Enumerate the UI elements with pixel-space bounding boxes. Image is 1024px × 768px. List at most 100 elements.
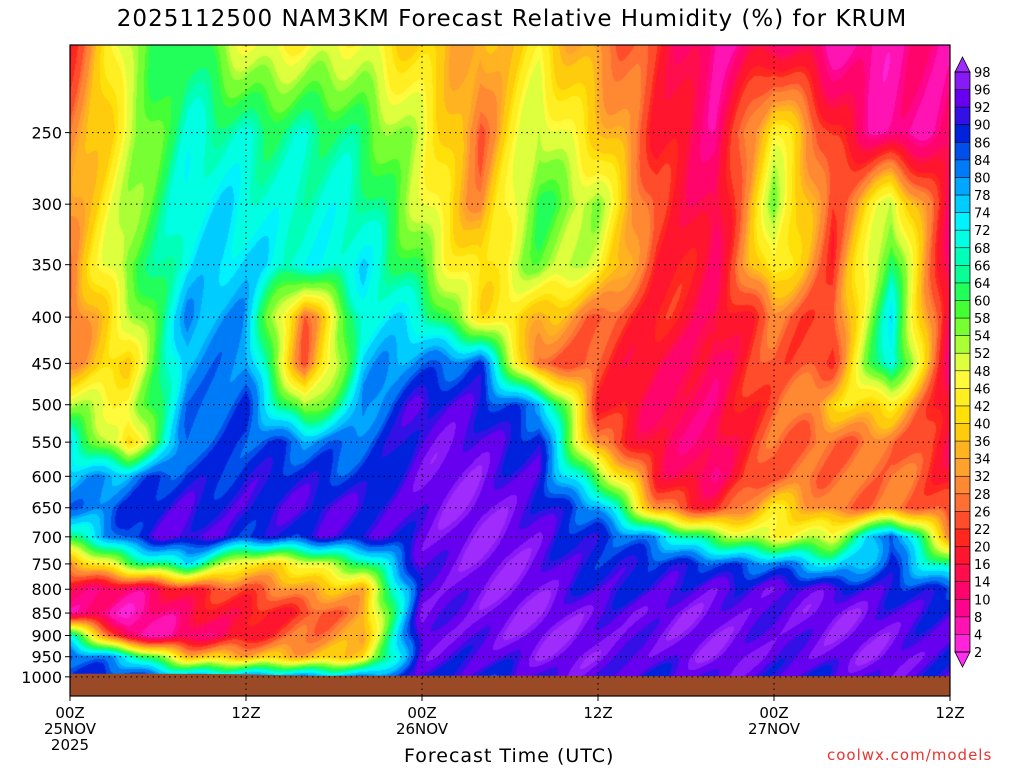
y-axis: 250 300 350 400 450 500 550 600 650 700 750 800 850 9… (21, 124, 70, 687)
colorbar-segment (955, 212, 970, 231)
x-tick-label: 26NOV (396, 720, 449, 738)
y-tick-label: 900 (31, 626, 62, 645)
colorbar-label: 96 (974, 84, 991, 99)
y-tick-label: 500 (31, 396, 62, 415)
colorbar-label: 52 (974, 347, 991, 362)
colorbar-label: 32 (974, 470, 991, 485)
colorbar-segment (955, 441, 970, 459)
colorbar-segment (955, 159, 970, 178)
y-tick-label: 550 (31, 433, 62, 452)
colorbar-segment (955, 230, 970, 249)
colorbar-label: 22 (974, 523, 991, 538)
y-tick-label: 750 (31, 555, 62, 574)
colorbar-label: 36 (974, 435, 991, 450)
colorbar-max-arrow (954, 56, 971, 73)
rh-heatmap (70, 45, 950, 696)
colorbar-label: 20 (974, 541, 991, 556)
colorbar-segment (955, 388, 970, 407)
colorbar-label: 8 (974, 611, 982, 626)
colorbar-label: 46 (974, 382, 991, 397)
colorbar-segment (955, 581, 970, 600)
colorbar-segment (955, 72, 970, 90)
y-tick-label: 600 (31, 467, 62, 486)
colorbar-label: 74 (974, 207, 991, 222)
colorbar-segment (955, 634, 970, 653)
colorbar-label: 78 (974, 189, 991, 204)
x-tick-label: 00Z (55, 704, 84, 722)
colorbar-label: 48 (974, 365, 991, 380)
y-tick-label: 1000 (21, 668, 62, 687)
colorbar-label: 60 (974, 294, 991, 309)
y-tick-label: 450 (31, 354, 62, 373)
colorbar-label: 4 (974, 628, 982, 643)
y-tick-label: 950 (31, 648, 62, 667)
y-tick-label: 650 (31, 499, 62, 518)
plot-frame (69, 44, 951, 697)
colorbar-label: 66 (974, 259, 991, 274)
colorbar-segment (955, 89, 970, 108)
y-tick-label: 350 (31, 256, 62, 275)
surface-ground (70, 673, 950, 696)
y-tick-label: 300 (31, 195, 62, 214)
colorbar-segment (955, 599, 970, 618)
colorbar-label: 64 (974, 277, 991, 292)
colorbar-segment (955, 300, 970, 319)
colorbar-label: 98 (974, 66, 991, 81)
x-tick-label: 00Z (407, 704, 436, 722)
x-tick-label: 12Z (231, 704, 260, 722)
x-axis-title: Forecast Time (UTC) (404, 745, 615, 767)
y-tick-label: 400 (31, 308, 62, 327)
colorbar-label: 10 (974, 593, 991, 608)
colorbar-segment (955, 177, 970, 196)
colorbar-segment (955, 195, 970, 213)
colorbar-segment (955, 546, 970, 565)
colorbar-segment (955, 458, 970, 477)
colorbar-segment (955, 265, 970, 284)
colorbar-segment (955, 370, 970, 389)
colorbar-segment (955, 423, 970, 442)
colorbar-segment (955, 318, 970, 336)
colorbar-segment (955, 353, 970, 372)
colorbar-label: 28 (974, 488, 991, 503)
colorbar-label: 40 (974, 418, 991, 433)
rh-heatmap-image (70, 45, 950, 696)
colorbar-label: 58 (974, 312, 991, 327)
colorbar-label: 80 (974, 171, 991, 186)
colorbar: 2481014162022262832343640424648525458606… (954, 56, 991, 668)
ground-polygon (70, 673, 950, 696)
colorbar-segment (955, 247, 970, 266)
x-tick-label: 12Z (935, 704, 964, 722)
colorbar-segment (955, 282, 970, 301)
colorbar-label: 72 (974, 224, 991, 239)
colorbar-label: 2 (974, 646, 982, 661)
y-tick-label: 700 (31, 528, 62, 547)
colorbar-segment (955, 616, 970, 635)
x-tick-label: 27NOV (748, 720, 801, 738)
y-tick-label: 800 (31, 580, 62, 599)
source-credit[interactable]: coolwx.com/models (827, 746, 993, 764)
colorbar-label: 68 (974, 242, 991, 257)
colorbar-segment (955, 335, 970, 354)
y-tick-label: 250 (31, 124, 62, 143)
colorbar-segment (955, 405, 970, 424)
colorbar-segment (955, 124, 970, 143)
colorbar-label: 84 (974, 154, 991, 169)
colorbar-label: 26 (974, 505, 991, 520)
x-tick-label: 00Z (759, 704, 788, 722)
chart-title: 2025112500 NAM3KM Forecast Relative Humi… (116, 6, 908, 32)
x-tick-label: 25NOV (44, 720, 97, 738)
colorbar-label: 14 (974, 576, 991, 591)
y-tick-label: 850 (31, 604, 62, 623)
colorbar-label: 92 (974, 101, 991, 116)
colorbar-label: 42 (974, 400, 991, 415)
colorbar-label: 90 (974, 119, 991, 134)
colorbar-segment (955, 564, 970, 582)
colorbar-segment (955, 528, 970, 547)
colorbar-label: 54 (974, 330, 991, 345)
x-tick-label: 2025 (51, 736, 89, 754)
colorbar-label: 86 (974, 136, 991, 151)
colorbar-min-arrow (954, 651, 971, 668)
colorbar-segment (955, 476, 970, 495)
